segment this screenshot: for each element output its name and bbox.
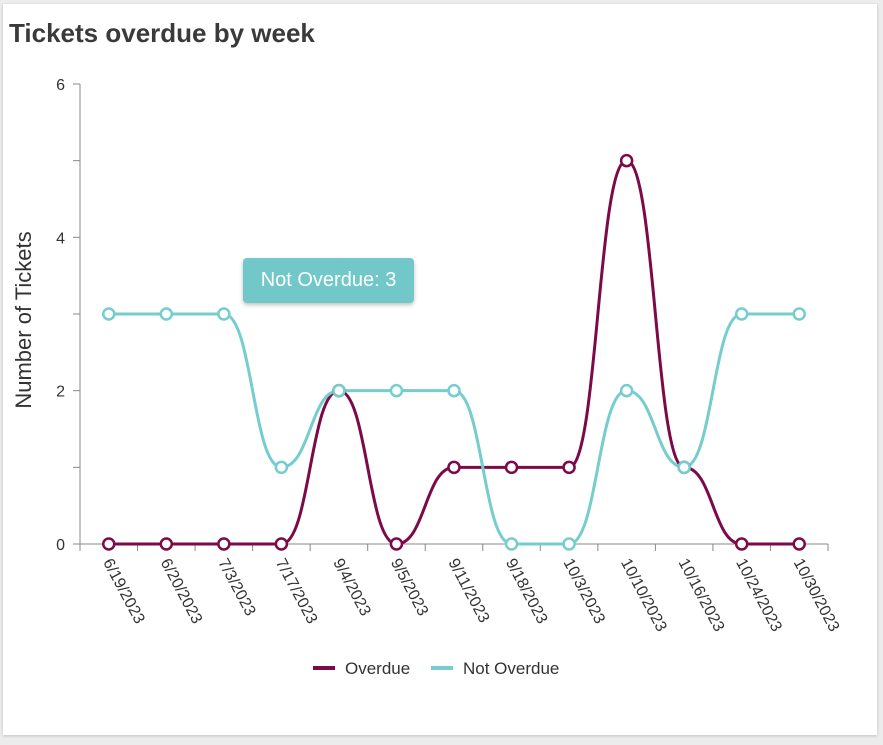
- legend-label-not-overdue: Not Overdue: [463, 659, 559, 678]
- x-tick-label: 10/10/2023: [617, 556, 670, 635]
- legend-label-overdue: Overdue: [345, 659, 410, 678]
- tooltip: Not Overdue: 3: [243, 258, 414, 303]
- y-tick-label: 0: [56, 537, 65, 554]
- data-point-not-overdue: [217, 307, 231, 321]
- y-tick-label: 2: [56, 384, 65, 401]
- data-point-overdue: [274, 537, 289, 551]
- x-tick-label: 9/4/2023: [329, 556, 373, 619]
- x-tick-label: 10/3/2023: [560, 556, 608, 627]
- data-point-not-overdue: [447, 383, 461, 398]
- x-tick-label: 9/18/2023: [502, 556, 550, 627]
- data-point-not-overdue: [792, 307, 806, 321]
- x-tick-label: 7/3/2023: [214, 556, 258, 619]
- data-point-not-overdue: [734, 307, 749, 321]
- data-point-overdue: [217, 537, 231, 551]
- chart-card: [3, 4, 877, 735]
- data-point-not-overdue: [619, 383, 634, 398]
- data-point-overdue: [734, 537, 749, 551]
- series-line-not-overdue: [108, 312, 800, 546]
- data-point-overdue: [504, 460, 519, 475]
- data-point-not-overdue: [274, 460, 289, 475]
- y-axis-title: Number of Tickets: [11, 231, 36, 408]
- data-point-overdue: [562, 460, 576, 475]
- data-point-not-overdue: [102, 307, 116, 321]
- x-tick-label: 6/20/2023: [157, 556, 205, 627]
- data-point-not-overdue: [504, 537, 519, 551]
- data-point-not-overdue: [677, 460, 691, 475]
- data-point-overdue: [389, 537, 404, 551]
- y-tick-label: 6: [56, 77, 65, 94]
- x-tick-label: 10/24/2023: [732, 556, 785, 635]
- x-tick-label: 9/5/2023: [387, 556, 431, 619]
- data-point-not-overdue: [562, 537, 576, 551]
- data-point-not-overdue: [389, 383, 404, 398]
- data-point-not-overdue: [332, 383, 346, 398]
- data-point-not-overdue: [159, 307, 174, 321]
- data-point-overdue: [159, 537, 174, 551]
- data-point-overdue: [447, 460, 461, 475]
- data-point-overdue: [792, 537, 806, 551]
- x-tick-label: 6/19/2023: [99, 556, 147, 627]
- chart-title: Tickets overdue by week: [9, 18, 315, 48]
- x-tick-label: 9/11/2023: [444, 556, 492, 626]
- series-line-overdue: [108, 159, 800, 546]
- data-point-overdue: [619, 153, 634, 168]
- data-point-overdue: [102, 537, 116, 551]
- x-tick-label: 7/17/2023: [272, 556, 320, 627]
- y-tick-label: 4: [56, 230, 65, 247]
- x-tick-label: 10/16/2023: [675, 556, 728, 635]
- x-tick-label: 10/30/2023: [790, 556, 843, 635]
